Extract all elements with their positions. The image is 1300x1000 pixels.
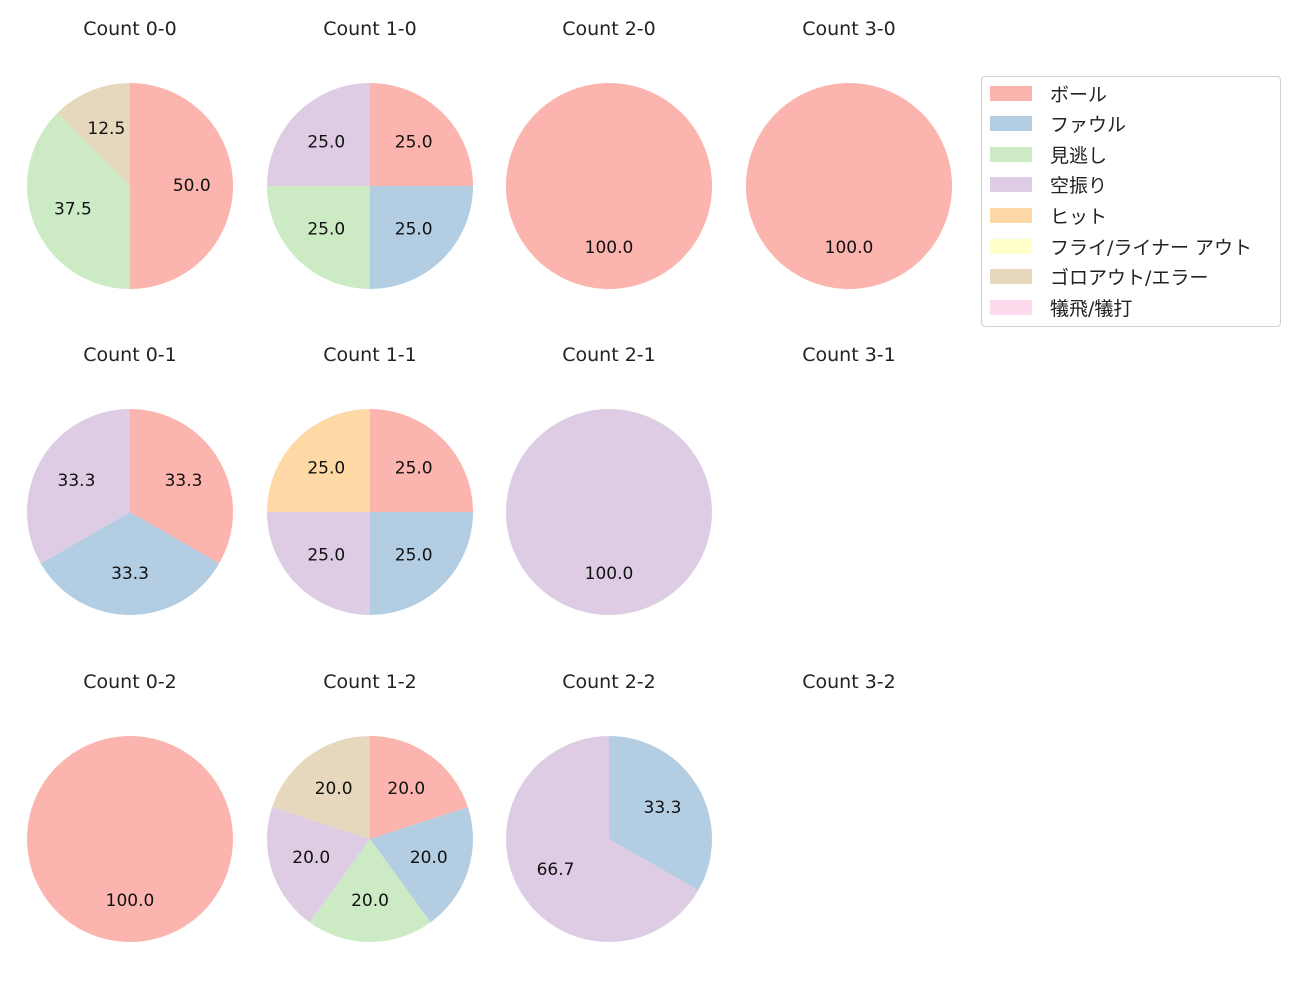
pie-slice <box>267 807 370 923</box>
pie-slice <box>267 186 370 289</box>
pie-title: Count 2-0 <box>562 18 656 40</box>
pie-data-label: 33.3 <box>111 564 149 584</box>
pie-slice <box>130 83 233 289</box>
legend-label: ヒット <box>1050 205 1108 228</box>
pie-title: Count 3-1 <box>802 344 896 366</box>
legend-label: フライ/ライナー アウト <box>1050 236 1253 259</box>
pie-slice <box>609 736 712 891</box>
pie-data-label: 20.0 <box>410 848 448 868</box>
pie-slice <box>370 736 468 839</box>
legend-label: ボール <box>1050 83 1108 106</box>
pie-data-label: 100.0 <box>585 238 634 258</box>
pie-slice <box>27 736 233 942</box>
legend-swatch <box>990 269 1032 285</box>
pie-data-label: 100.0 <box>106 891 155 911</box>
pie-data-label: 25.0 <box>307 132 345 152</box>
pie-slice <box>370 512 473 615</box>
legend: ボールファウル見逃し空振りヒットフライ/ライナー アウト ゴロアウト/エラー 犠飛/… <box>981 76 1281 327</box>
pie-data-label: 33.3 <box>165 471 203 491</box>
pie-slice <box>370 83 473 186</box>
legend-item: 空振り <box>990 173 1107 197</box>
pie-slice <box>130 409 233 564</box>
pie-data-label: 25.0 <box>395 220 433 240</box>
pie-data-label: 100.0 <box>585 564 634 584</box>
pie-slice <box>309 839 431 942</box>
legend-item: ゴロアウト/エラー <box>990 265 1208 289</box>
legend-label: 見逃し <box>1050 144 1108 167</box>
legend-label: 犠飛/犠打 <box>1050 297 1133 320</box>
pie-data-label: 33.3 <box>58 471 96 491</box>
legend-swatch <box>990 207 1032 223</box>
pie-title: Count 2-1 <box>562 344 656 366</box>
pie-title: Count 1-0 <box>323 18 417 40</box>
pie-slice <box>746 83 952 289</box>
legend-item: ボール <box>990 81 1108 106</box>
pie-data-label: 20.0 <box>387 779 425 799</box>
pie-title: Count 1-2 <box>323 671 417 693</box>
pie-data-label: 20.0 <box>315 779 353 799</box>
legend-item: フライ/ライナー アウト <box>990 234 1253 259</box>
legend-label: ファウル <box>1050 114 1127 137</box>
pie-title: Count 0-1 <box>83 344 177 366</box>
pie-data-label: 33.3 <box>644 798 682 818</box>
pie-slice <box>370 186 473 289</box>
pie-slice <box>267 409 370 512</box>
pie-slice <box>27 409 130 564</box>
pie-slice <box>40 512 220 615</box>
legend-swatch <box>990 299 1032 315</box>
legend-item: ヒット <box>990 203 1108 228</box>
legend-swatch <box>990 85 1032 101</box>
pie-data-label: 50.0 <box>173 176 211 196</box>
legend-swatch <box>990 238 1032 254</box>
pie-slice <box>26 113 130 289</box>
legend-swatch <box>990 146 1032 162</box>
pie-data-label: 20.0 <box>351 891 389 911</box>
pie-data-label: 25.0 <box>307 458 345 478</box>
pie-slice <box>370 807 474 923</box>
pie-data-label: 12.5 <box>87 119 125 139</box>
pie-data-label: 25.0 <box>307 220 345 240</box>
pie-title: Count 0-2 <box>83 671 177 693</box>
pie-data-label: 100.0 <box>825 238 874 258</box>
pie-slice <box>506 736 699 943</box>
pie-data-label: 25.0 <box>395 458 433 478</box>
pie-data-label: 20.0 <box>292 848 330 868</box>
pie-title: Count 3-2 <box>802 671 896 693</box>
legend-label: 空振り <box>1050 175 1108 198</box>
pie-title: Count 1-1 <box>323 344 417 366</box>
pie-slice <box>370 409 473 512</box>
pie-slice <box>506 409 712 615</box>
pie-title: Count 3-0 <box>802 18 896 40</box>
legend-item: 犠飛/犠打 <box>990 295 1133 320</box>
pie-data-label: 25.0 <box>395 546 433 566</box>
pie-title: Count 0-0 <box>83 18 177 40</box>
pie-slice <box>267 512 370 615</box>
pie-data-label: 66.7 <box>537 860 575 880</box>
pie-slice <box>506 83 712 289</box>
pie-slice <box>267 83 370 186</box>
pie-slice <box>57 83 131 186</box>
legend-swatch <box>990 177 1032 193</box>
pie-data-label: 37.5 <box>54 200 92 220</box>
pie-title: Count 2-2 <box>562 671 656 693</box>
legend-item: 見逃し <box>990 142 1108 167</box>
pie-data-label: 25.0 <box>307 546 345 566</box>
legend-label: ゴロアウト/エラー <box>1050 267 1209 290</box>
legend-swatch <box>990 116 1032 132</box>
pie-slice <box>272 736 370 839</box>
legend-item: ファウル <box>990 112 1126 136</box>
pie-data-label: 25.0 <box>395 132 433 152</box>
